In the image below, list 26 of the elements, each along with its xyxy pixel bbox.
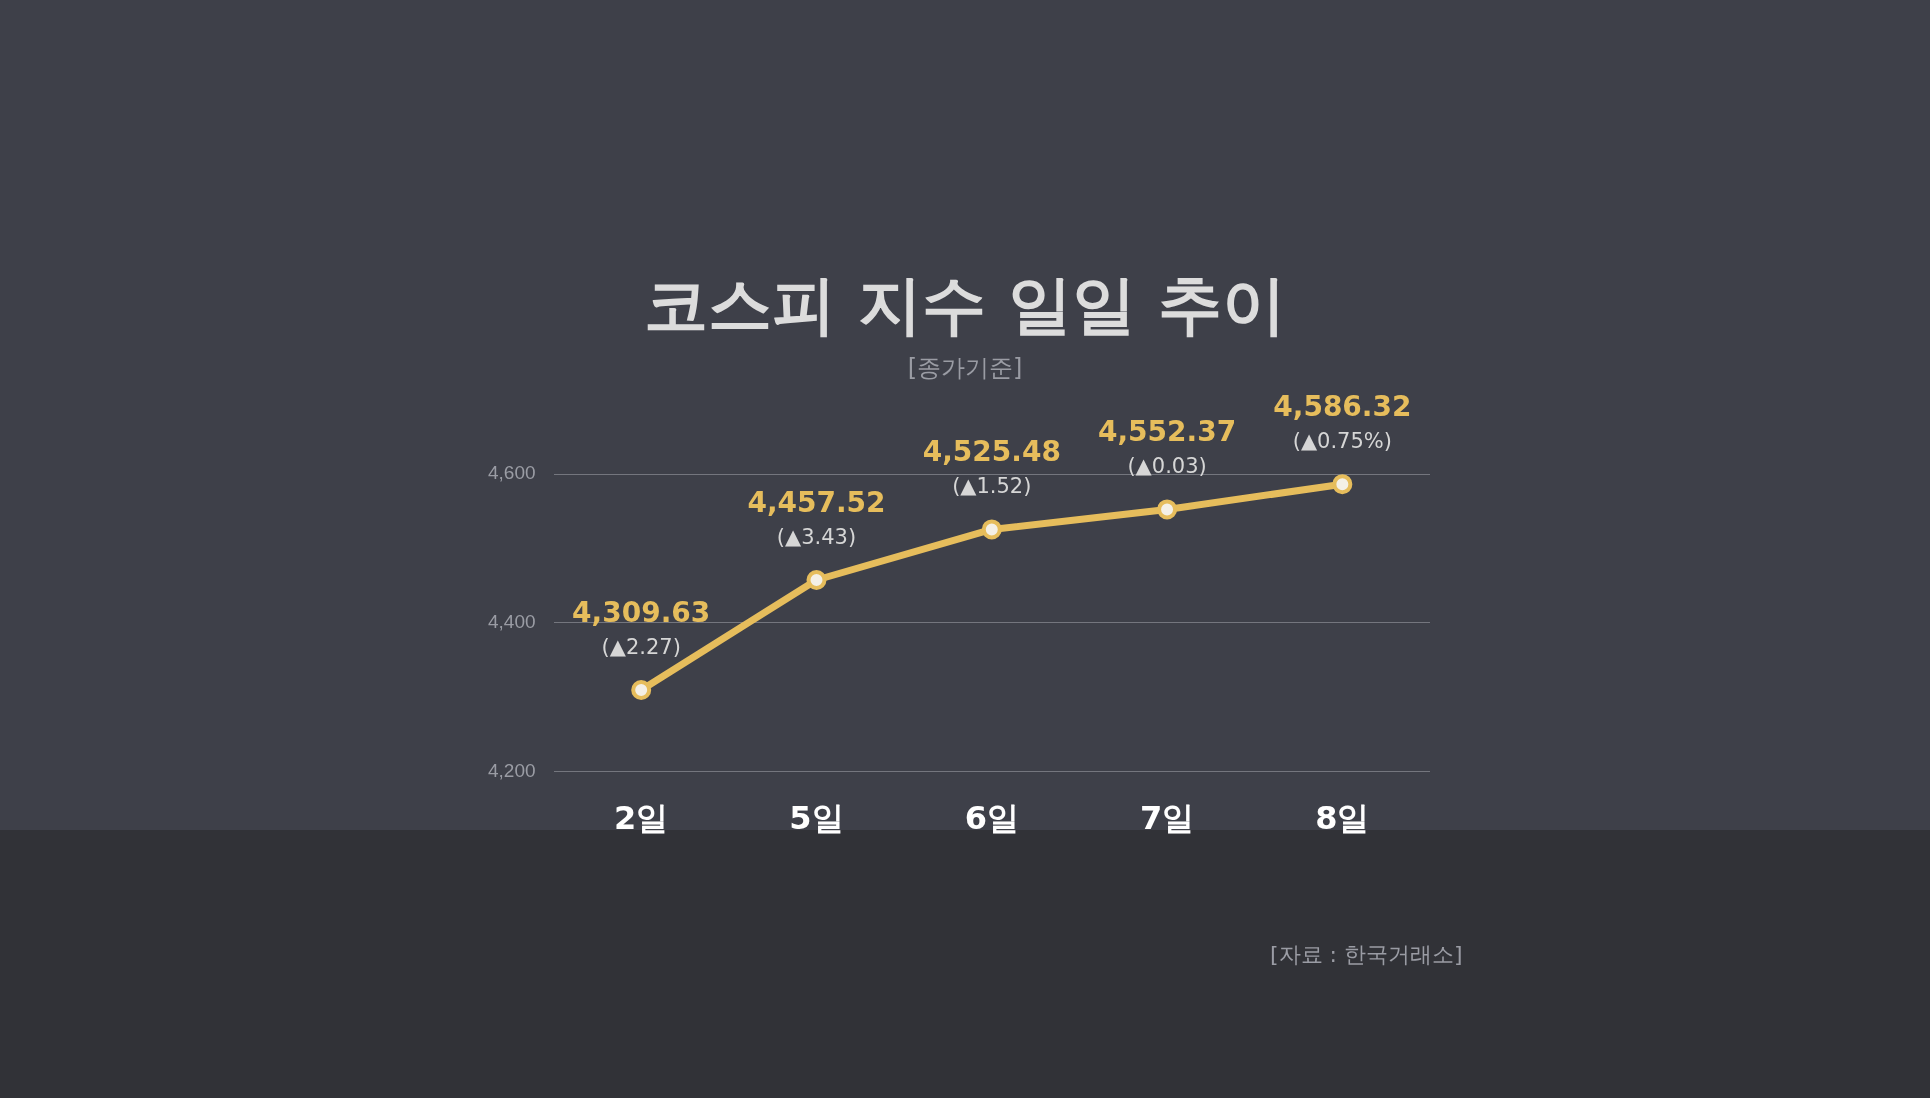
y-tick-label: 4,600	[488, 462, 536, 484]
data-label: 4,552.37	[1097, 415, 1237, 449]
y-tick-label: 4,400	[488, 611, 536, 633]
annotation: (▲2.27)	[601, 635, 681, 660]
x-tick-label: 5일	[789, 799, 844, 838]
chart-title: 코스피 지수 일일 추이	[642, 267, 1288, 344]
x-tick-label: 8일	[1315, 799, 1370, 838]
point	[1332, 474, 1353, 495]
data-label: 4,525.48	[922, 435, 1061, 469]
text: [자료 : 한국거래소]	[1270, 941, 1463, 969]
annotation: (▲1.52)	[952, 474, 1032, 499]
y-tick-label: 4,200	[488, 759, 536, 781]
x-tick-label: 7일	[1139, 799, 1195, 838]
point	[1157, 499, 1178, 520]
x-tick-label: 6일	[964, 799, 1019, 838]
point	[631, 680, 652, 701]
point	[806, 570, 827, 591]
data-label: 4,586.32	[1273, 390, 1412, 424]
annotation: (▲0.75%)	[1292, 429, 1392, 454]
point	[981, 519, 1002, 540]
annotation: (▲3.43)	[776, 525, 857, 550]
data-label: 4,309.63	[572, 596, 711, 630]
data-label: 4,457.52	[747, 486, 886, 520]
x-tick-label: 2일	[614, 799, 669, 838]
chart-subtitle: [종가기준]	[906, 353, 1024, 384]
annotation: (▲0.03)	[1127, 454, 1207, 479]
